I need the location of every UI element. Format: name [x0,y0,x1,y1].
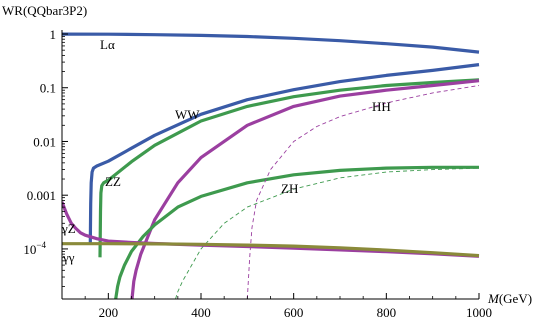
series-line-7 [62,201,480,258]
series-label-7: γZ [61,221,76,236]
series-label-8: γγ [62,250,75,265]
series-label-3: HH [372,99,391,114]
y-tick-label: 0.1 [40,81,56,96]
series-line-0 [62,32,480,54]
y-tick-label: 1 [50,27,57,42]
series-line-8 [62,242,480,258]
axes-layer: 200 400 600 800 1000 1 0.1 0.01 0.001 10−4 WR(QQba… [2,3,532,320]
x-tick-label: 600 [284,305,304,320]
y-tick-label: 0.01 [33,134,56,149]
x-axis-title: M(GeV) [487,291,532,306]
y-axis-title: WR(QQbar3P2) [2,3,87,18]
x-tick-label: 400 [191,305,211,320]
y-tick-label: 10−4 [23,240,46,257]
series-layer [62,32,480,299]
y-tick-label: 0.001 [27,188,56,203]
series-line-2 [98,78,480,258]
series-line-5 [175,167,480,299]
x-tick-label: 200 [99,305,119,320]
series-line-6 [246,85,480,299]
series-line-4 [114,165,479,299]
series-line-3 [130,79,480,299]
x-tick-label: 1000 [466,305,492,320]
series-label-4: ZH [281,181,298,196]
labels-layer: Lα WW ZZ HH ZH γZ γγ [61,37,391,265]
series-label-0: Lα [100,37,115,52]
series-label-1: WW [175,107,200,122]
series-label-2: ZZ [105,174,121,189]
series-line-1 [88,63,480,244]
x-tick-label: 800 [377,305,397,320]
